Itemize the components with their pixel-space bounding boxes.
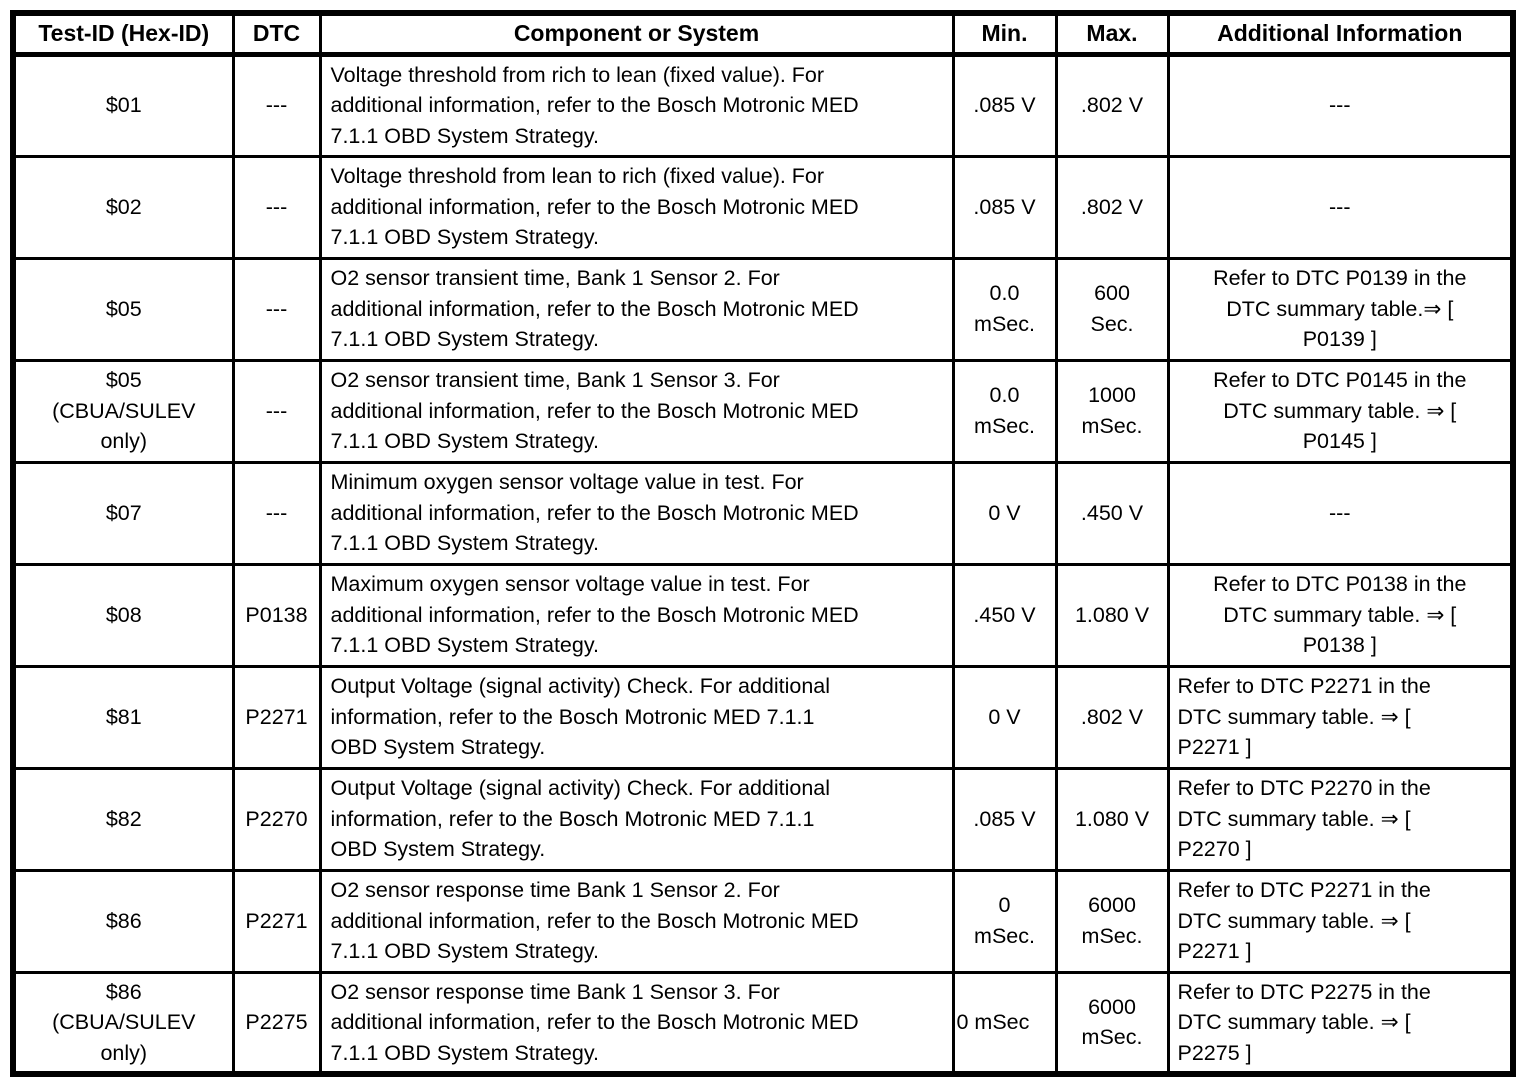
table-row: $07 --- Minimum oxygen sensor voltage va… [11, 460, 1515, 566]
component-cell: O2 sensor transient time, Bank 1 Sensor … [318, 358, 955, 464]
additional-info-cell: Refer to DTC P0139 in the DTC summary ta… [1166, 256, 1515, 362]
additional-info-cell: --- [1166, 52, 1515, 158]
component-cell: Output Voltage (signal activity) Check. … [318, 766, 955, 872]
max-cell: .802 V [1054, 154, 1170, 260]
table-row: $86 (CBUA/SULEV only) P2275 O2 sensor re… [11, 970, 1515, 1076]
component-cell: O2 sensor transient time, Bank 1 Sensor … [318, 256, 955, 362]
min-cell: 0.0 mSec. [951, 358, 1058, 464]
component-cell: Maximum oxygen sensor voltage value in t… [318, 562, 955, 668]
additional-info-cell: Refer to DTC P2271 in the DTC summary ta… [1166, 868, 1515, 974]
min-cell: .085 V [951, 52, 1058, 158]
column-header-test-id: Test-ID (Hex-ID) [11, 11, 235, 57]
max-cell: 6000 mSec. [1054, 868, 1170, 974]
dtc-cell: P2275 [231, 970, 322, 1076]
max-cell: .450 V [1054, 460, 1170, 566]
max-cell: 1000 mSec. [1054, 358, 1170, 464]
component-cell: Voltage threshold from rich to lean (fix… [318, 52, 955, 158]
dtc-cell: --- [231, 154, 322, 260]
additional-info-cell: --- [1166, 460, 1515, 566]
test-id-cell: $01 [11, 52, 235, 158]
max-cell: 1.080 V [1054, 766, 1170, 872]
table-body: $01 --- Voltage threshold from rich to l… [11, 52, 1515, 1076]
additional-info-cell: Refer to DTC P2270 in the DTC summary ta… [1166, 766, 1515, 872]
additional-info-cell: --- [1166, 154, 1515, 260]
min-cell: 0 mSec [951, 970, 1058, 1076]
table-row: $01 --- Voltage threshold from rich to l… [11, 52, 1515, 158]
test-id-cell: $86 (CBUA/SULEV only) [11, 970, 235, 1076]
test-id-table: Test-ID (Hex-ID) DTC Component or System… [10, 10, 1516, 1078]
min-cell: 0 V [951, 460, 1058, 566]
component-cell: Voltage threshold from lean to rich (fix… [318, 154, 955, 260]
column-header-component: Component or System [318, 11, 955, 57]
dtc-cell: --- [231, 256, 322, 362]
dtc-cell: --- [231, 358, 322, 464]
min-cell: 0 V [951, 664, 1058, 770]
min-cell: .085 V [951, 766, 1058, 872]
additional-info-cell: Refer to DTC P2271 in the DTC summary ta… [1166, 664, 1515, 770]
component-cell: O2 sensor response time Bank 1 Sensor 3.… [318, 970, 955, 1076]
min-cell: 0 mSec. [951, 868, 1058, 974]
component-cell: Minimum oxygen sensor voltage value in t… [318, 460, 955, 566]
test-id-cell: $05 (CBUA/SULEV only) [11, 358, 235, 464]
test-id-cell: $07 [11, 460, 235, 566]
test-id-cell: $86 [11, 868, 235, 974]
column-header-min: Min. [951, 11, 1058, 57]
min-cell: 0.0 mSec. [951, 256, 1058, 362]
dtc-cell: --- [231, 52, 322, 158]
table-row: $05 --- O2 sensor transient time, Bank 1… [11, 256, 1515, 362]
test-id-cell: $05 [11, 256, 235, 362]
table-row: $08 P0138 Maximum oxygen sensor voltage … [11, 562, 1515, 668]
min-cell: .085 V [951, 154, 1058, 260]
max-cell: .802 V [1054, 664, 1170, 770]
min-cell: .450 V [951, 562, 1058, 668]
table-row: $02 --- Voltage threshold from lean to r… [11, 154, 1515, 260]
column-header-max: Max. [1054, 11, 1170, 57]
table-row: $82 P2270 Output Voltage (signal activit… [11, 766, 1515, 872]
table-row: $81 P2271 Output Voltage (signal activit… [11, 664, 1515, 770]
table-row: $05 (CBUA/SULEV only) --- O2 sensor tran… [11, 358, 1515, 464]
column-header-dtc: DTC [231, 11, 322, 57]
max-cell: 600 Sec. [1054, 256, 1170, 362]
max-cell: 1.080 V [1054, 562, 1170, 668]
component-cell: Output Voltage (signal activity) Check. … [318, 664, 955, 770]
additional-info-cell: Refer to DTC P0145 in the DTC summary ta… [1166, 358, 1515, 464]
dtc-cell: P2271 [231, 868, 322, 974]
dtc-cell: P0138 [231, 562, 322, 668]
test-id-cell: $82 [11, 766, 235, 872]
table-header-row: Test-ID (Hex-ID) DTC Component or System… [11, 11, 1515, 57]
dtc-cell: P2271 [231, 664, 322, 770]
test-id-cell: $08 [11, 562, 235, 668]
column-header-additional-info: Additional Information [1166, 11, 1515, 57]
component-cell: O2 sensor response time Bank 1 Sensor 2.… [318, 868, 955, 974]
test-id-cell: $02 [11, 154, 235, 260]
test-id-cell: $81 [11, 664, 235, 770]
additional-info-cell: Refer to DTC P0138 in the DTC summary ta… [1166, 562, 1515, 668]
max-cell: .802 V [1054, 52, 1170, 158]
dtc-cell: P2270 [231, 766, 322, 872]
dtc-cell: --- [231, 460, 322, 566]
max-cell: 6000 mSec. [1054, 970, 1170, 1076]
table-row: $86 P2271 O2 sensor response time Bank 1… [11, 868, 1515, 974]
additional-info-cell: Refer to DTC P2275 in the DTC summary ta… [1166, 970, 1515, 1076]
